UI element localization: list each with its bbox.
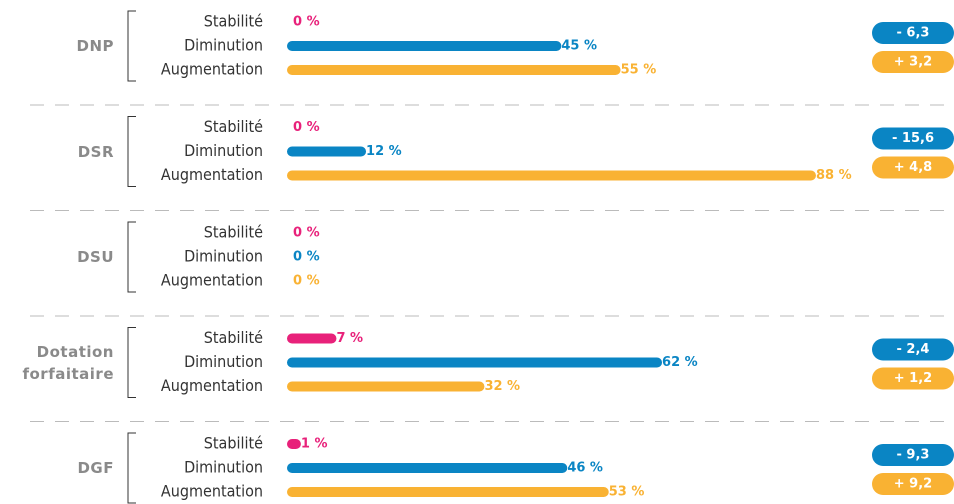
row-label: Stabilité bbox=[204, 328, 263, 347]
bracket bbox=[127, 432, 136, 504]
badge-label: - 6,3 bbox=[897, 26, 930, 41]
badge-label: + 4,8 bbox=[894, 160, 932, 175]
value-label: 0 % bbox=[293, 274, 320, 289]
row-label: Augmentation bbox=[161, 271, 263, 290]
row-label: Diminution bbox=[184, 141, 263, 160]
category-label: DSU bbox=[77, 248, 114, 266]
badge-label: - 2,4 bbox=[897, 342, 930, 357]
category-label: Dotation forfaitaire bbox=[22, 342, 114, 383]
value-label: 12 % bbox=[366, 144, 402, 159]
badge bbox=[872, 22, 954, 44]
badge-label: - 15,6 bbox=[892, 131, 934, 146]
row-label: Augmentation bbox=[161, 482, 263, 501]
badge bbox=[872, 338, 954, 361]
badge bbox=[872, 127, 954, 150]
badge-label: - 9,3 bbox=[897, 448, 930, 463]
row-label: Stabilité bbox=[204, 434, 263, 453]
value-label: 0 % bbox=[293, 120, 320, 135]
badge bbox=[872, 444, 954, 466]
row-label: Diminution bbox=[184, 352, 263, 371]
value-label: 0 % bbox=[293, 15, 320, 30]
value-label: 62 % bbox=[662, 355, 698, 370]
row-label: Diminution bbox=[184, 458, 263, 477]
badge-label: + 1,2 bbox=[894, 371, 932, 386]
row-label: Diminution bbox=[184, 36, 263, 55]
value-label: 0 % bbox=[293, 250, 320, 265]
value-label: 1 % bbox=[301, 437, 328, 452]
row-label: Stabilité bbox=[204, 12, 263, 31]
value-label: 7 % bbox=[336, 331, 363, 346]
bracket bbox=[127, 116, 136, 187]
value-label: 55 % bbox=[621, 63, 657, 78]
value-label: 45 % bbox=[561, 39, 597, 54]
badge bbox=[872, 156, 954, 179]
bracket bbox=[127, 221, 136, 293]
row-label: Diminution bbox=[184, 247, 263, 266]
row-label: Stabilité bbox=[204, 223, 263, 242]
badge bbox=[872, 51, 954, 73]
value-label: 0 % bbox=[293, 226, 320, 241]
value-label: 88 % bbox=[816, 168, 852, 183]
value-label: 32 % bbox=[484, 379, 520, 394]
category-label: DSR bbox=[77, 142, 114, 161]
badge-label: + 9,2 bbox=[894, 477, 932, 492]
category-label: DGF bbox=[77, 459, 114, 477]
category-label: DNP bbox=[76, 37, 114, 55]
row-label: Augmentation bbox=[161, 376, 263, 395]
row-label: Augmentation bbox=[161, 60, 263, 79]
badge bbox=[872, 367, 954, 390]
row-label: Stabilité bbox=[204, 117, 263, 136]
row-label: Augmentation bbox=[161, 165, 263, 184]
badge bbox=[872, 473, 954, 495]
value-label: 46 % bbox=[567, 461, 603, 476]
bracket bbox=[127, 10, 136, 82]
badge-label: + 3,2 bbox=[894, 55, 932, 70]
value-label: 53 % bbox=[609, 485, 645, 500]
bracket bbox=[127, 327, 136, 398]
